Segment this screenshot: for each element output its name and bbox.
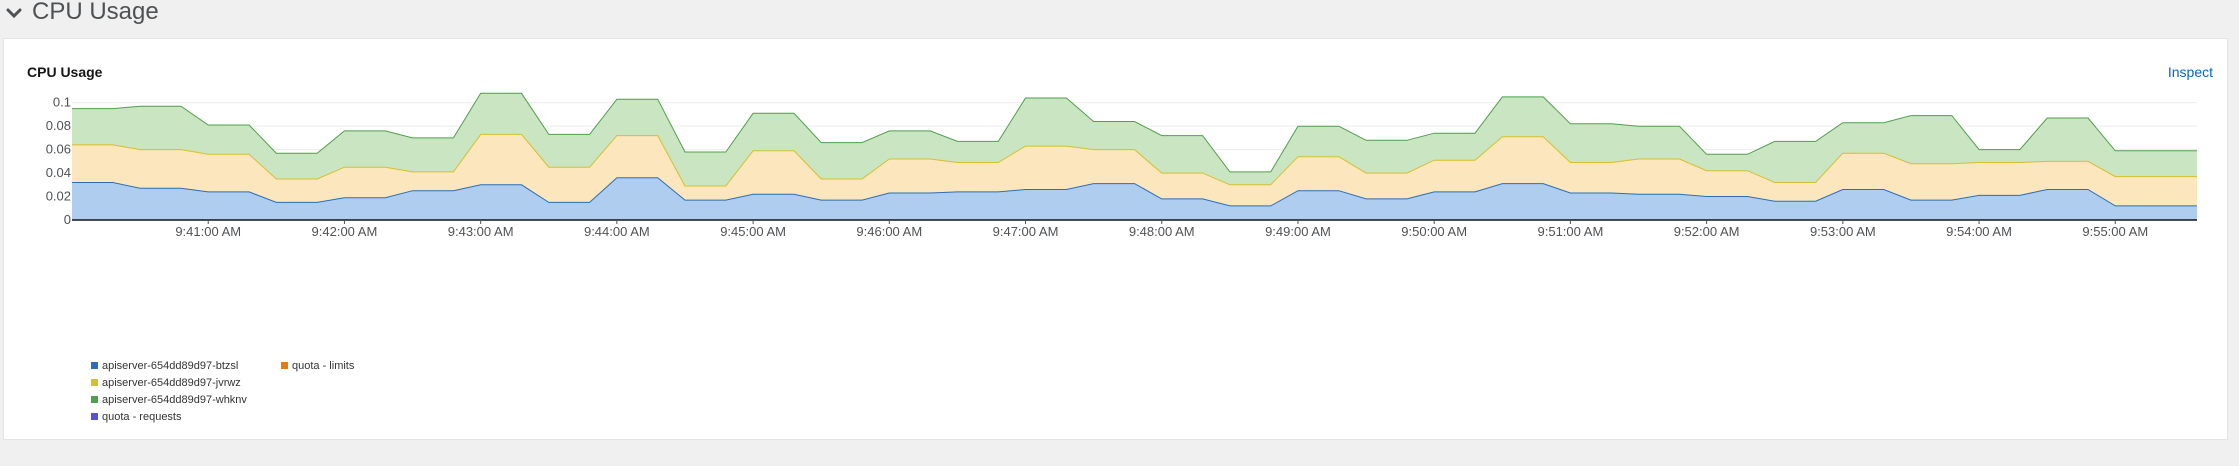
area-apiserver-654dd89d97-whknv <box>72 93 2197 186</box>
line-apiserver-654dd89d97-btzsl <box>72 177 2197 207</box>
legend-label: quota - requests <box>102 410 182 423</box>
chevron-down-icon[interactable] <box>6 5 22 21</box>
x-tick-label: 9:50:00 AM <box>1401 224 1467 239</box>
legend-swatch <box>91 362 98 369</box>
card-title: CPU Usage <box>27 64 103 80</box>
x-tick-label: 9:43:00 AM <box>448 224 514 239</box>
x-tick-label: 9:48:00 AM <box>1129 224 1195 239</box>
line-apiserver-654dd89d97-jvrwz <box>72 133 2197 187</box>
legend-swatch <box>281 362 288 369</box>
line-apiserver-654dd89d97-whknv <box>72 92 2197 173</box>
legend-label: apiserver-654dd89d97-whknv <box>102 393 247 406</box>
legend-label: apiserver-654dd89d97-jvrwz <box>102 376 241 389</box>
y-tick-label: 0 <box>64 212 71 227</box>
y-tick-label: 0.1 <box>53 95 71 110</box>
y-tick-label: 0.06 <box>46 142 71 157</box>
cpu-usage-chart: 0 0.02 0.04 0.06 0.08 0.1 9:41:00 AM 9:42:00 AM… <box>46 92 2197 239</box>
legend-item[interactable]: apiserver-654dd89d97-jvrwz <box>91 374 281 391</box>
x-tick-label: 9:53:00 AM <box>1810 224 1876 239</box>
x-tick-label: 9:55:00 AM <box>2082 224 2148 239</box>
y-tick-label: 0.02 <box>46 189 71 204</box>
area-apiserver-654dd89d97-btzsl <box>72 177 2197 220</box>
legend-label: quota - limits <box>292 359 355 372</box>
y-tick-label: 0.08 <box>46 118 71 133</box>
x-tick-label: 9:42:00 AM <box>312 224 378 239</box>
x-tick-label: 9:51:00 AM <box>1538 224 1604 239</box>
x-tick-label: 9:52:00 AM <box>1674 224 1740 239</box>
inspect-link[interactable]: Inspect <box>2167 64 2213 80</box>
x-tick-label: 9:49:00 AM <box>1265 224 1331 239</box>
section-title: CPU Usage <box>32 0 159 25</box>
x-tick-label: 9:41:00 AM <box>175 224 241 239</box>
legend-swatch <box>91 413 98 420</box>
y-tick-label: 0.04 <box>46 165 71 180</box>
legend-item[interactable]: apiserver-654dd89d97-btzsl <box>91 357 281 374</box>
legend-item[interactable]: apiserver-654dd89d97-whknv <box>91 391 281 408</box>
x-tick-label: 9:47:00 AM <box>993 224 1059 239</box>
section-header[interactable]: CPU Usage <box>6 0 159 30</box>
area-apiserver-654dd89d97-jvrwz <box>72 134 2197 206</box>
chart-legend: apiserver-654dd89d97-btzsl apiserver-654d… <box>91 357 354 425</box>
legend-label: apiserver-654dd89d97-btzsl <box>102 359 239 372</box>
legend-item[interactable]: quota - limits <box>281 357 354 374</box>
x-tick-label: 9:44:00 AM <box>584 224 650 239</box>
x-tick-label: 9:54:00 AM <box>1946 224 2012 239</box>
x-tick-label: 9:45:00 AM <box>720 224 786 239</box>
legend-item[interactable]: quota - requests <box>91 408 281 425</box>
chart-card: CPU Usage Inspect 0 0.02 0.04 0.06 0.08 0.1 9:… <box>3 38 2228 440</box>
legend-swatch <box>91 396 98 403</box>
legend-swatch <box>91 379 98 386</box>
x-tick-label: 9:46:00 AM <box>856 224 922 239</box>
